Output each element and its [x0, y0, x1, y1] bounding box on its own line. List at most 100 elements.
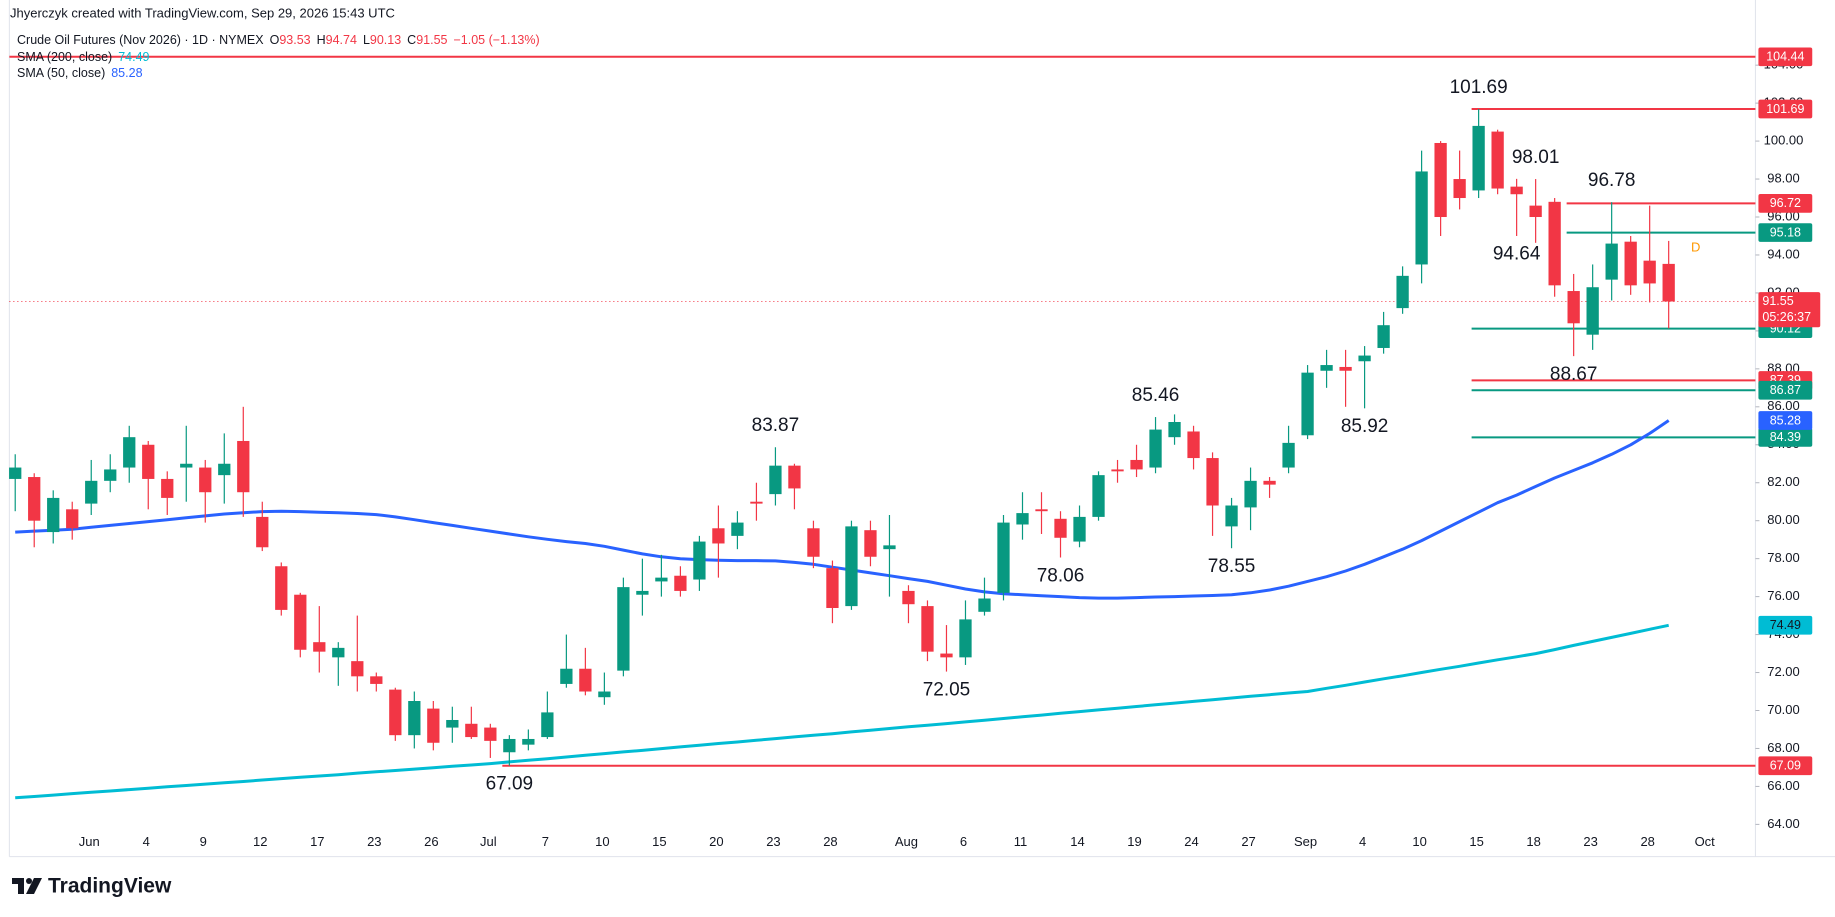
x-tick-label: 20 — [709, 834, 723, 849]
candle-body — [1206, 458, 1219, 506]
candle-body — [1605, 243, 1618, 280]
y-tick-label: 66.00 — [1767, 778, 1800, 793]
candle-body — [85, 480, 98, 504]
candle-body — [636, 590, 649, 595]
price-annotation: 98.01 — [1512, 147, 1560, 168]
candle-body — [807, 528, 820, 557]
x-tick-label: Oct — [1695, 834, 1716, 849]
candle-body — [1282, 442, 1295, 468]
x-tick-label: 17 — [310, 834, 324, 849]
price-box — [1758, 223, 1813, 242]
candle-body — [199, 467, 212, 493]
candle-body — [1035, 509, 1048, 512]
candle-body — [1016, 513, 1029, 525]
candle-body — [1548, 201, 1561, 286]
candle-body — [1073, 516, 1086, 542]
legend-line: Crude Oil Futures (Nov 2026) · 1D · NYME… — [17, 33, 540, 47]
candle-body — [275, 566, 288, 610]
x-tick-label: 23 — [1583, 834, 1597, 849]
price-annotation: 78.06 — [1037, 565, 1085, 586]
candle-body — [1149, 429, 1162, 468]
last-price-box — [1758, 292, 1821, 328]
candle-body — [294, 594, 307, 650]
candle-body — [522, 738, 535, 745]
candle-body — [1130, 459, 1143, 470]
candle-body — [826, 568, 839, 609]
x-tick-label: 7 — [542, 834, 549, 849]
candle-body — [1301, 372, 1314, 436]
price-annotation: 78.55 — [1208, 556, 1256, 577]
candle-body — [940, 653, 953, 658]
x-tick-label: 23 — [766, 834, 780, 849]
y-tick-label: 70.00 — [1767, 702, 1800, 717]
candle-body — [427, 708, 440, 743]
y-tick-label: 68.00 — [1767, 740, 1800, 755]
candle-body — [674, 575, 687, 591]
legend-item: 74.49 — [118, 50, 149, 64]
candle-body — [256, 516, 269, 548]
candle-body — [1092, 475, 1105, 517]
y-tick-label: 82.00 — [1767, 474, 1800, 489]
price-box-label: 101.69 — [1766, 102, 1804, 116]
candle-body — [1187, 431, 1200, 459]
price-annotation: 94.64 — [1493, 244, 1541, 265]
candle-body — [104, 469, 117, 481]
y-tick-label: 80.00 — [1767, 512, 1800, 527]
price-box — [1758, 47, 1813, 67]
x-tick-label: 15 — [1469, 834, 1483, 849]
candle-body — [218, 463, 231, 476]
candle-body — [123, 437, 136, 468]
candle-body — [921, 606, 934, 652]
price-annotation: 101.69 — [1450, 77, 1508, 98]
x-tick-label: 15 — [652, 834, 666, 849]
x-tick-label: Aug — [895, 834, 918, 849]
x-tick-label: 11 — [1014, 834, 1028, 849]
candle-body — [408, 701, 421, 736]
x-tick-label: 28 — [823, 834, 837, 849]
candle-body — [237, 440, 250, 493]
candle-body — [351, 661, 364, 677]
x-tick-label: 28 — [1640, 834, 1654, 849]
candle-body — [1624, 241, 1637, 286]
candle-body — [1111, 469, 1124, 472]
candle-body — [845, 526, 858, 607]
x-tick-label: 9 — [200, 834, 207, 849]
candle-body — [389, 689, 402, 736]
legend-item: H — [317, 33, 326, 47]
indicators — [15, 419, 1670, 800]
candle-body — [769, 465, 782, 495]
price-box-label: 95.18 — [1770, 225, 1801, 239]
price-box-label: 84.39 — [1770, 430, 1801, 444]
x-tick-label: 24 — [1184, 834, 1198, 849]
candle-body — [1244, 480, 1257, 508]
candle-body — [959, 619, 972, 658]
price-annotation: 67.09 — [486, 773, 534, 794]
candle-body — [142, 444, 155, 479]
candle-body — [180, 463, 193, 468]
price-box — [1758, 99, 1813, 119]
candle-body — [788, 465, 801, 489]
legend-item: 93.53 — [279, 33, 310, 47]
candle-body — [1434, 142, 1447, 218]
candle-body — [1377, 325, 1390, 348]
candle-body — [1453, 179, 1466, 199]
indicator-legend: SMA (200, close) 74.49 — [17, 50, 150, 64]
last-price-label: 91.55 — [1762, 294, 1793, 308]
legend-item: 91.55 — [416, 33, 447, 47]
candle-body — [446, 719, 459, 728]
candle-body — [1415, 171, 1428, 265]
y-tick-label: 98.00 — [1767, 170, 1800, 185]
candle-body — [47, 497, 60, 533]
x-tick-label: Sep — [1294, 834, 1317, 849]
candle-body — [579, 668, 592, 692]
logo-icon — [26, 878, 42, 894]
price-box — [1758, 428, 1813, 447]
price-annotation: 88.67 — [1550, 364, 1598, 385]
candle-body — [28, 477, 41, 521]
legend-item: 85.28 — [111, 66, 142, 80]
candle-body — [161, 478, 174, 498]
candle-body — [1472, 125, 1485, 191]
x-tick-label: 19 — [1127, 834, 1141, 849]
legend-item: −1.05 (−1.13%) — [453, 33, 539, 47]
candle-body — [902, 590, 915, 605]
